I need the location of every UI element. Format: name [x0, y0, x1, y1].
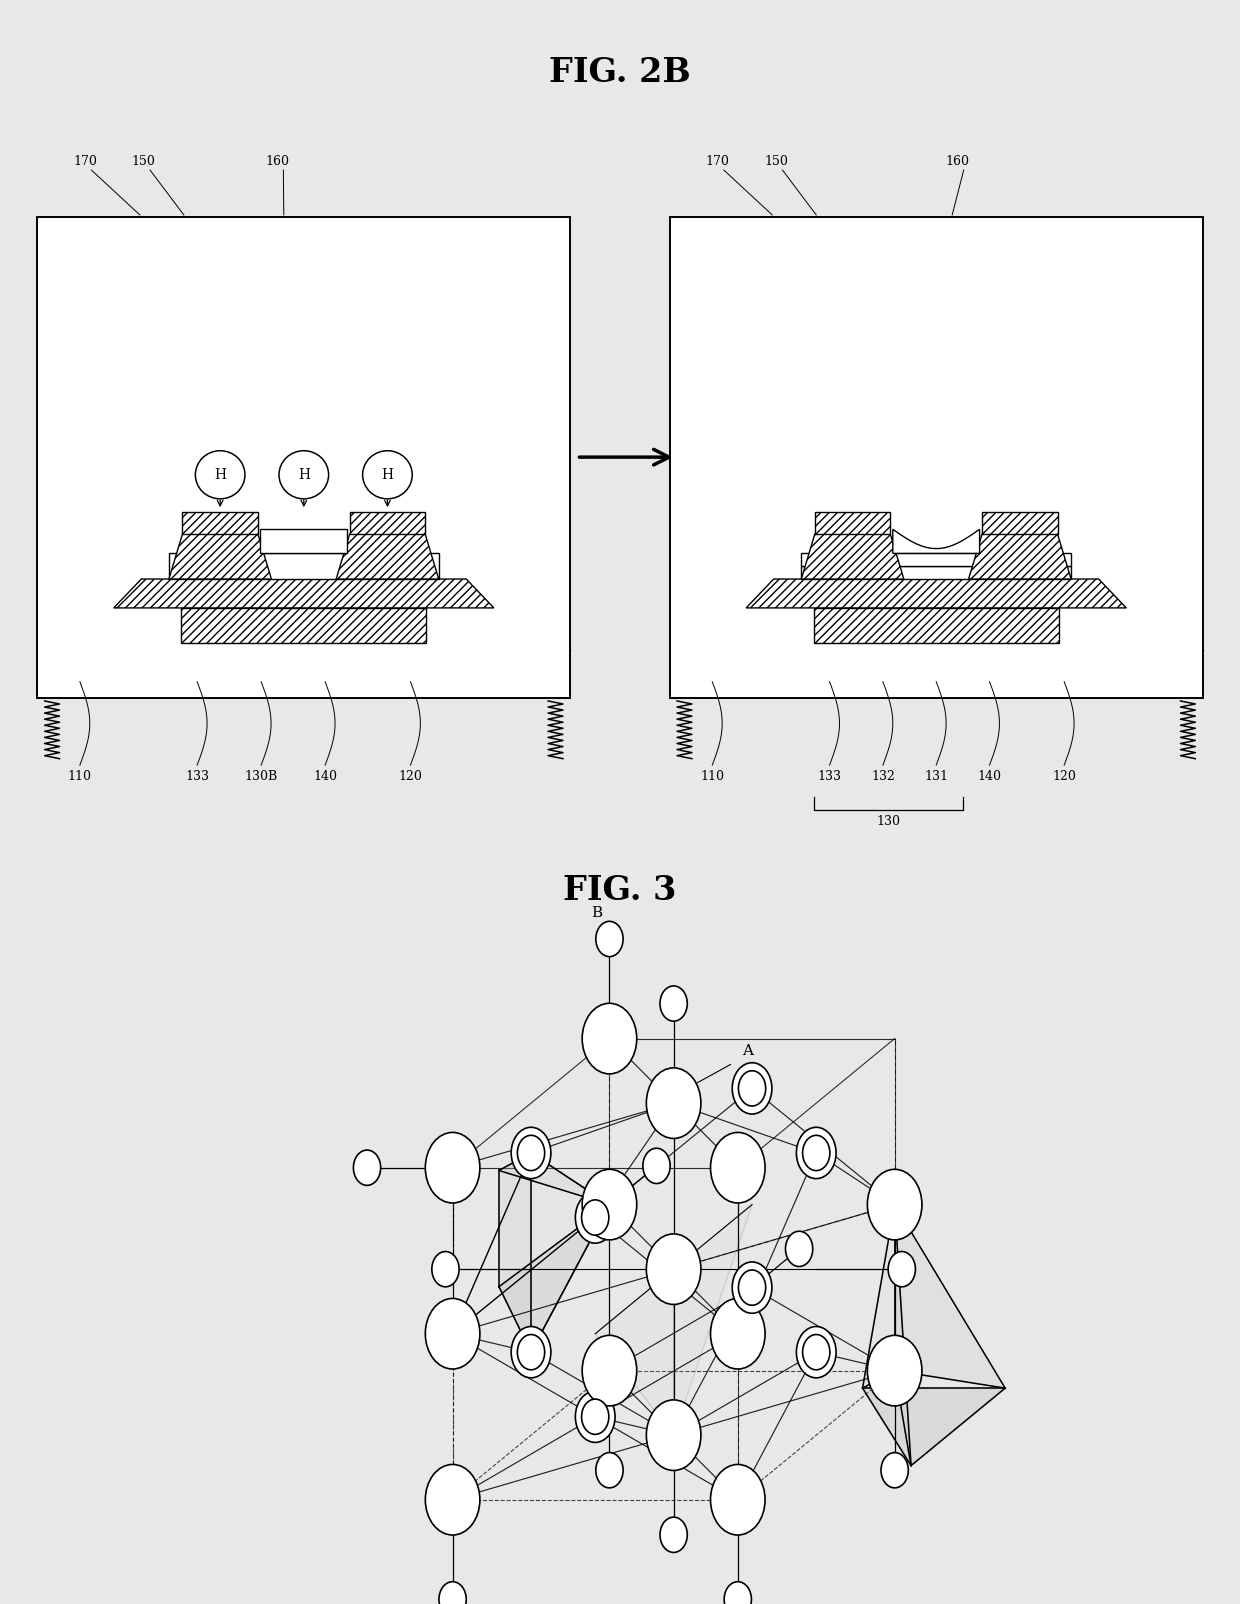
- Circle shape: [646, 1400, 701, 1471]
- Circle shape: [739, 1071, 766, 1107]
- Bar: [813, 608, 1059, 643]
- Text: FIG. 3: FIG. 3: [563, 874, 677, 908]
- Circle shape: [439, 1582, 466, 1604]
- Text: B: B: [591, 906, 603, 919]
- Circle shape: [425, 1464, 480, 1535]
- Circle shape: [785, 1232, 812, 1267]
- Circle shape: [596, 921, 624, 956]
- Text: 132: 132: [870, 770, 895, 783]
- Circle shape: [596, 1453, 624, 1489]
- Circle shape: [432, 1251, 459, 1286]
- Circle shape: [732, 1262, 771, 1314]
- Text: 140: 140: [314, 770, 337, 783]
- Text: A: A: [742, 1044, 753, 1059]
- Circle shape: [511, 1327, 551, 1378]
- Circle shape: [517, 1136, 544, 1171]
- Text: 110: 110: [68, 770, 92, 783]
- Circle shape: [888, 1251, 915, 1286]
- Polygon shape: [863, 1387, 1006, 1466]
- Text: 150: 150: [131, 156, 156, 168]
- Polygon shape: [595, 1269, 673, 1436]
- Text: 133: 133: [185, 770, 210, 783]
- Bar: [801, 553, 1071, 566]
- Polygon shape: [895, 1205, 911, 1466]
- Circle shape: [660, 986, 687, 1022]
- Circle shape: [711, 1464, 765, 1535]
- Text: 120: 120: [1053, 770, 1076, 783]
- Ellipse shape: [196, 451, 246, 499]
- Text: 160: 160: [946, 156, 970, 168]
- Polygon shape: [673, 1205, 751, 1436]
- Circle shape: [425, 1132, 480, 1203]
- Bar: [37, 217, 570, 698]
- Circle shape: [353, 1150, 381, 1185]
- Circle shape: [724, 1582, 751, 1604]
- Text: H: H: [382, 468, 393, 481]
- Bar: [260, 529, 347, 553]
- Text: 170: 170: [706, 156, 729, 168]
- Circle shape: [868, 1169, 923, 1240]
- Text: 120: 120: [398, 770, 423, 783]
- Text: FIG. 2B: FIG. 2B: [549, 56, 691, 90]
- Circle shape: [575, 1391, 615, 1442]
- Text: 170: 170: [73, 156, 97, 168]
- Bar: [169, 553, 439, 579]
- Circle shape: [575, 1192, 615, 1243]
- Bar: [182, 512, 258, 534]
- Circle shape: [739, 1270, 766, 1306]
- Circle shape: [882, 1453, 908, 1489]
- Bar: [181, 608, 427, 643]
- Polygon shape: [863, 1205, 895, 1387]
- Circle shape: [711, 1299, 765, 1370]
- Polygon shape: [895, 1205, 1006, 1387]
- Circle shape: [796, 1327, 836, 1378]
- Bar: [350, 512, 425, 534]
- Circle shape: [802, 1335, 830, 1370]
- Circle shape: [646, 1068, 701, 1139]
- Polygon shape: [968, 534, 1071, 579]
- Text: 110: 110: [701, 770, 724, 783]
- Text: 130B: 130B: [244, 770, 278, 783]
- Circle shape: [583, 1169, 637, 1240]
- Circle shape: [583, 1335, 637, 1405]
- Polygon shape: [169, 534, 272, 579]
- Polygon shape: [498, 1153, 610, 1205]
- Polygon shape: [498, 1205, 610, 1352]
- Bar: [801, 566, 1071, 579]
- Circle shape: [796, 1128, 836, 1179]
- Text: H: H: [298, 468, 310, 481]
- Circle shape: [868, 1335, 923, 1405]
- Bar: [670, 217, 1203, 698]
- Polygon shape: [746, 579, 1126, 608]
- Circle shape: [583, 1004, 637, 1075]
- Circle shape: [732, 1063, 771, 1115]
- Circle shape: [582, 1399, 609, 1434]
- Text: 160: 160: [265, 156, 289, 168]
- Circle shape: [660, 1517, 687, 1553]
- Text: 133: 133: [817, 770, 842, 783]
- Circle shape: [511, 1128, 551, 1179]
- Polygon shape: [336, 534, 439, 579]
- Text: 140: 140: [977, 770, 1002, 783]
- Circle shape: [517, 1335, 544, 1370]
- Circle shape: [802, 1136, 830, 1171]
- Ellipse shape: [362, 451, 412, 499]
- Circle shape: [425, 1299, 480, 1370]
- Ellipse shape: [279, 451, 329, 499]
- Polygon shape: [114, 579, 494, 608]
- Polygon shape: [893, 529, 980, 553]
- Circle shape: [582, 1200, 609, 1235]
- Circle shape: [642, 1148, 670, 1184]
- Polygon shape: [801, 534, 904, 579]
- Text: 130: 130: [877, 815, 900, 828]
- Text: 131: 131: [924, 770, 949, 783]
- Bar: [982, 512, 1058, 534]
- Circle shape: [646, 1233, 701, 1304]
- Circle shape: [711, 1132, 765, 1203]
- Polygon shape: [531, 1153, 610, 1352]
- Text: 150: 150: [764, 156, 789, 168]
- Text: H: H: [215, 468, 226, 481]
- Bar: [815, 512, 890, 534]
- Polygon shape: [498, 1153, 531, 1352]
